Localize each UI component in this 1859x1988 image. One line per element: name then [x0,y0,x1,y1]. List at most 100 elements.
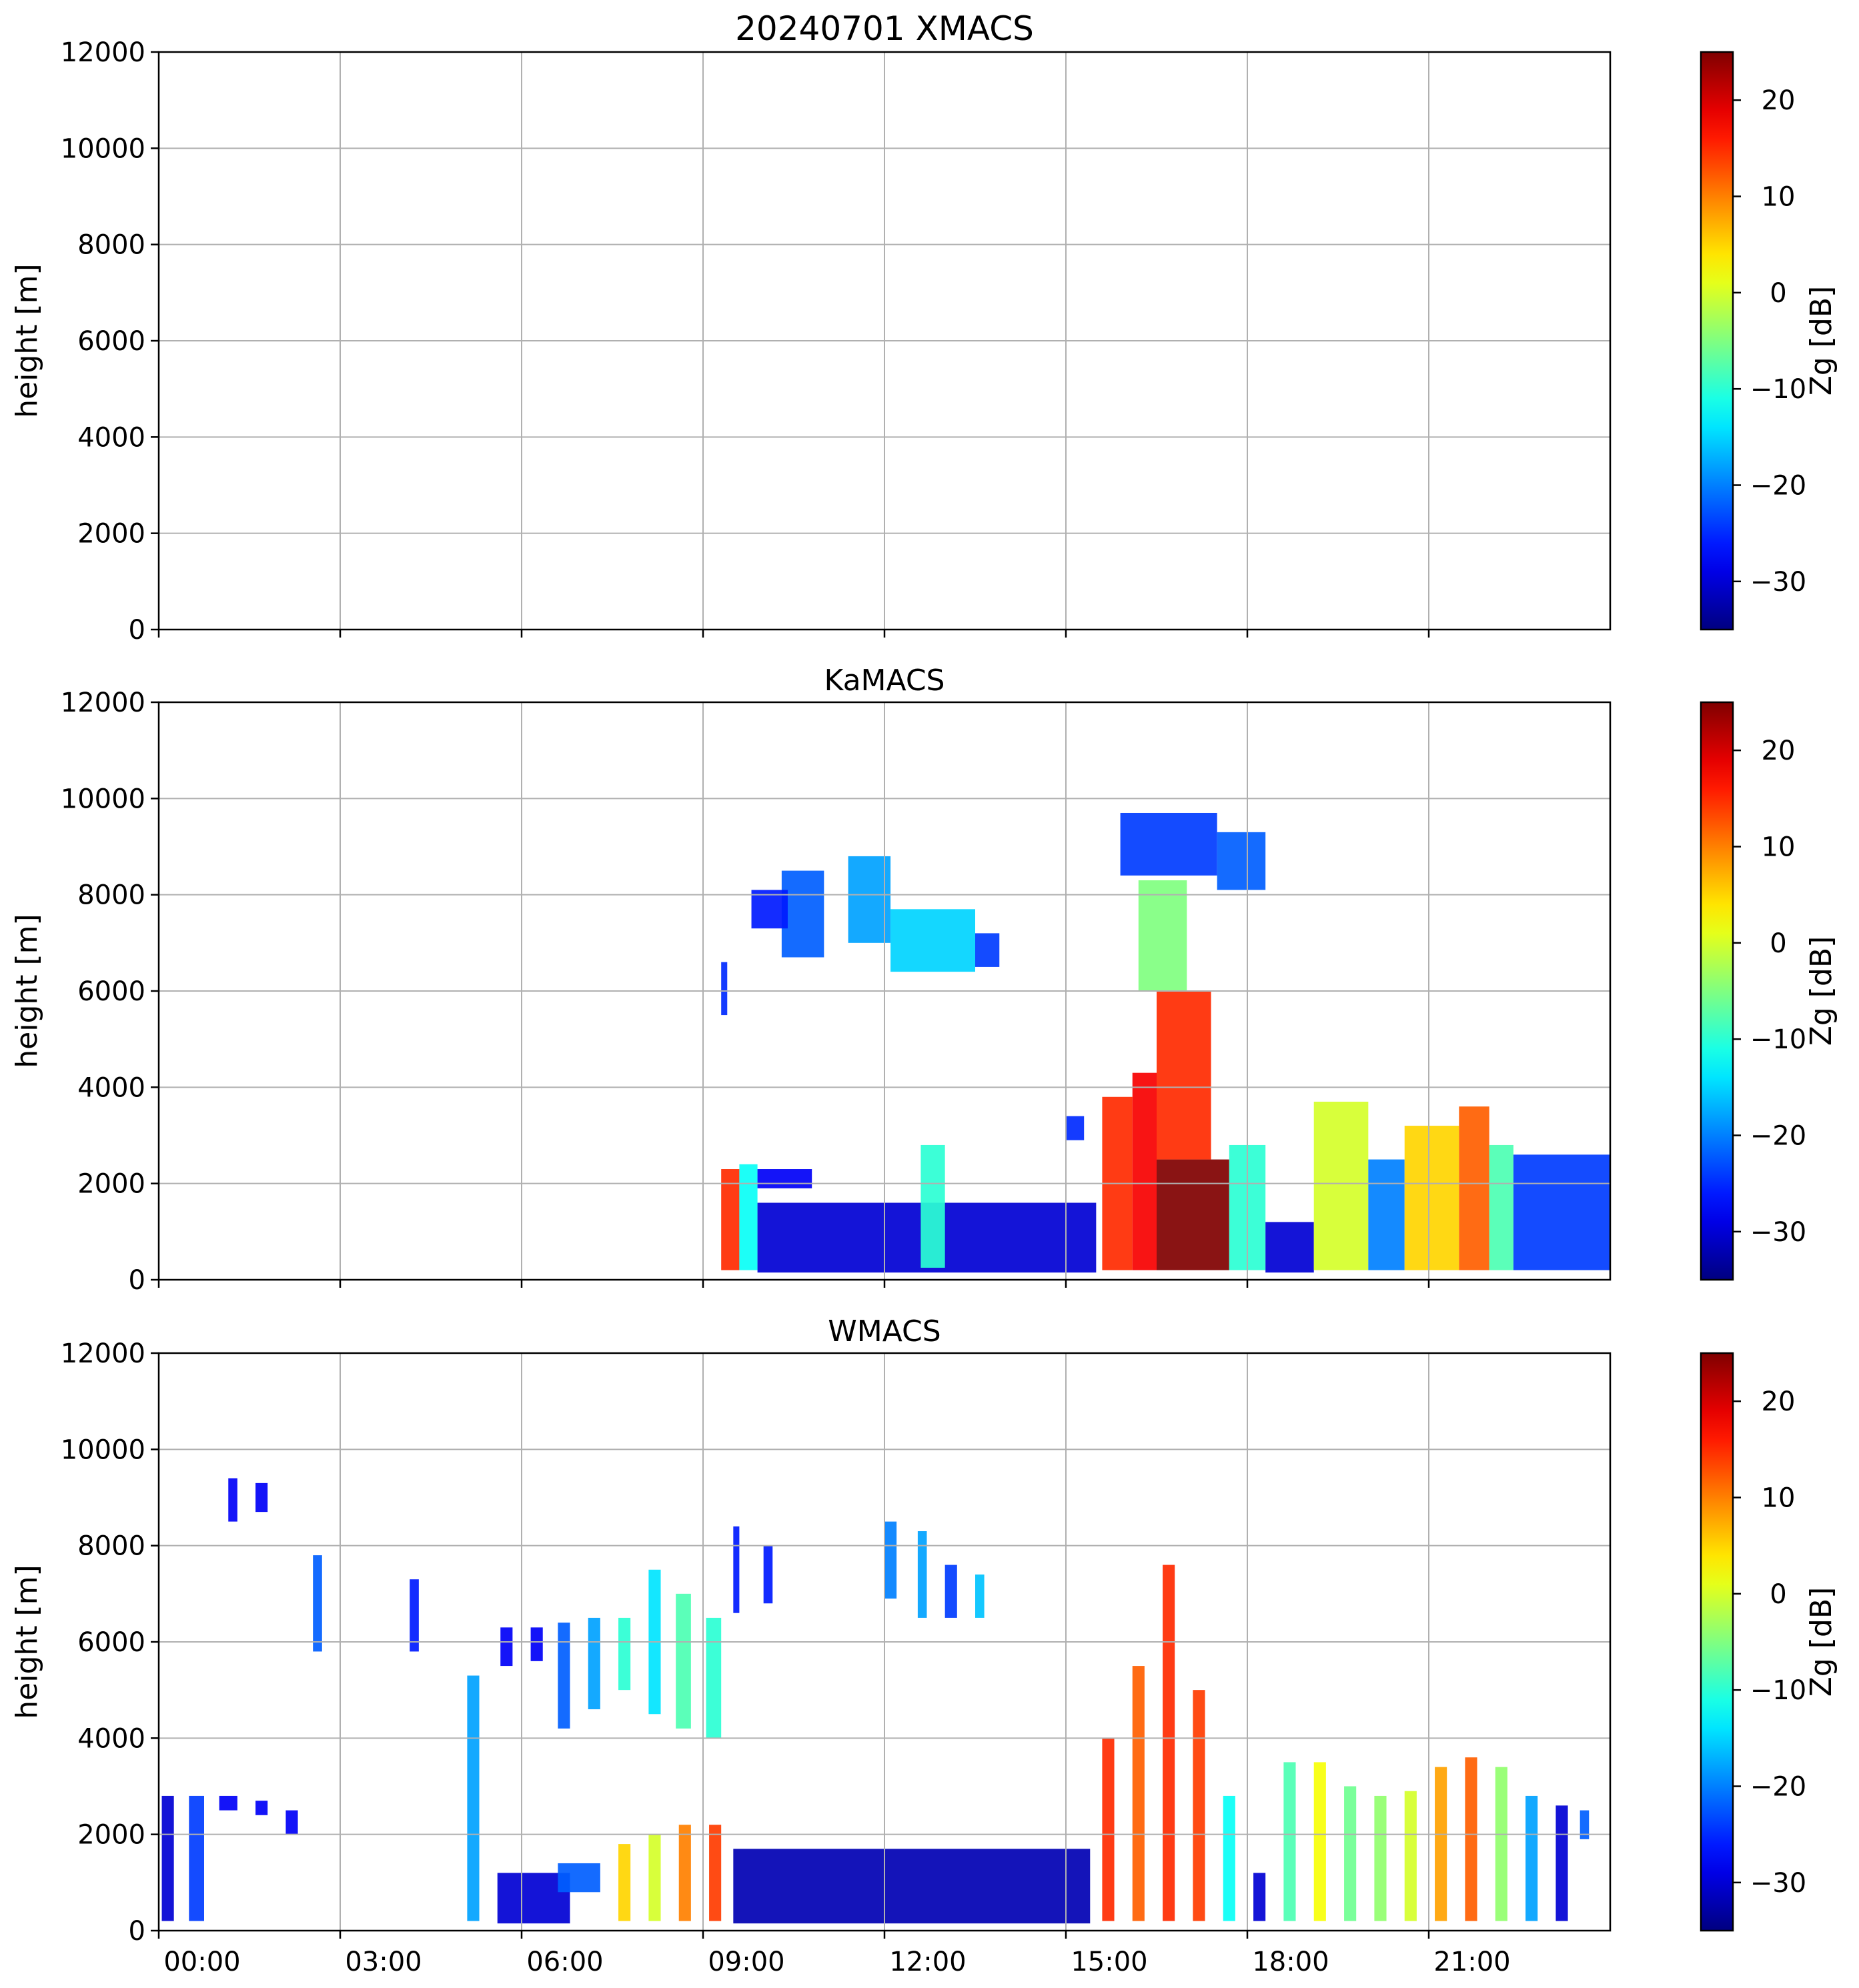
panel-3: 0 2000 4000 6000 8000 10000 12000 00:00 03:00 06:… [10,1314,1838,1977]
heatmap-cell [1138,880,1187,991]
colorbar-tick-label: −10 [1750,1024,1806,1055]
heatmap-cell [1580,1810,1590,1839]
y-tick-label: 2000 [77,1820,145,1851]
heatmap-cell [1217,832,1266,890]
heatmap-cell [1132,1072,1157,1270]
y-tick-label: 4000 [77,422,145,453]
colorbar-tick-label: −30 [1750,567,1806,598]
y-tick-label: 10000 [61,1434,145,1465]
heatmap-cell [1102,1738,1115,1921]
colorbar-tick-label: −20 [1750,471,1806,502]
heatmap-cell [558,1863,600,1893]
y-tick-label: 2000 [77,1169,145,1200]
x-tick-label: 15:00 [1071,1947,1147,1977]
colorbar: −30 −20 −10 0 10 20 Zg [dB] [1700,701,1838,1281]
heatmap-cell [721,962,728,1016]
colorbar-tick-label: 0 [1770,1579,1786,1610]
heatmap-cell [975,933,1000,967]
heatmap-cell [467,1675,480,1921]
heatmap-cell [1223,1795,1235,1921]
colorbar-label: Zg [dB] [1804,1587,1838,1697]
heatmap-cell [1313,1762,1326,1921]
x-tick-label: 06:00 [526,1947,603,1977]
colorbar-gradient [1700,701,1734,1281]
y-tick-label: 4000 [77,1723,145,1754]
colorbar-tick-label: 0 [1770,278,1786,309]
y-tick-label: 8000 [77,880,145,911]
heatmap-cell [313,1555,322,1652]
heatmap-cell [709,1825,722,1921]
y-axis-label: height [m] [10,263,44,417]
heatmap-cell [1157,1159,1229,1270]
heatmap-cell [228,1478,237,1522]
colorbar-tick-label: 20 [1762,85,1796,116]
heatmap-cell [739,1164,758,1270]
panel-title: KaMACS [824,664,945,698]
heatmap-cell [1404,1126,1459,1270]
heatmap-cell [1459,1106,1489,1270]
heatmap-cell [781,870,824,958]
heatmap-cell [1525,1795,1538,1921]
y-tick-label: 4000 [77,1072,145,1103]
colorbar: −30 −20 −10 0 10 20 Zg [dB] [1700,51,1838,631]
heatmap-cell [890,909,975,972]
heatmap-cell [588,1617,600,1710]
colorbar-tick-label: −20 [1750,1121,1806,1152]
heatmap-cell [1489,1144,1513,1270]
colorbar-tick-label: −30 [1750,1868,1806,1899]
x-tick-label: 09:00 [708,1947,784,1977]
heatmap-cell [1435,1767,1447,1921]
heatmap-cell [500,1627,513,1667]
y-tick-label: 0 [129,1916,145,1947]
heatmap-cell [920,1144,945,1268]
heatmap-cell [255,1801,268,1815]
y-tick-label: 6000 [77,326,145,357]
heatmap-cell [1265,1222,1314,1273]
heatmap-cell [648,1834,661,1921]
x-tick-label: 00:00 [163,1947,240,1977]
y-tick-label: 6000 [77,976,145,1007]
heatmap-cell [917,1531,927,1618]
heatmap-cell [410,1579,419,1652]
heatmap-cell [884,1521,897,1599]
heatmap-cell [848,856,891,943]
heatmap-cell [1253,1873,1266,1921]
y-axis-label: height [m] [10,1565,44,1719]
heatmap-cell [618,1617,631,1691]
x-tick-label: 12:00 [889,1947,966,1977]
panel-title: WMACS [828,1314,941,1348]
y-tick-label: 12000 [61,37,145,68]
heatmap-cell [757,1169,812,1188]
heatmap-cell [1193,1690,1205,1921]
heatmap-cell [706,1617,722,1739]
colorbar-tick-label: 10 [1762,182,1796,213]
heatmap-cell [721,1169,740,1270]
heatmap-cell [763,1545,773,1604]
heatmap-cell [189,1795,204,1921]
heatmap-cell [945,1565,957,1618]
heatmap-cell [678,1825,691,1921]
x-tick-label: 18:00 [1252,1947,1329,1977]
heatmap-cell [1513,1154,1610,1270]
heatmap-cell [1157,991,1211,1160]
panel-1: 0 2000 4000 6000 8000 10000 12000 20240701 XMAC… [10,9,1838,646]
y-tick-label: 8000 [77,1531,145,1562]
heatmap-cell [975,1574,985,1618]
colorbar-tick-label: 0 [1770,928,1786,959]
y-tick-label: 6000 [77,1627,145,1658]
y-tick-label: 10000 [61,133,145,164]
heatmap-cell [1066,1116,1085,1140]
colorbar-label: Zg [dB] [1804,936,1838,1046]
heatmap-cell [1313,1101,1369,1270]
heatmap-cell [1404,1791,1417,1921]
heatmap-cell [558,1623,570,1729]
y-axis-label: height [m] [10,914,44,1068]
panel-title: 20240701 XMACS [735,9,1034,48]
heatmap-cell [1495,1767,1507,1921]
colorbar-tick-label: 10 [1762,1483,1796,1514]
colorbar-tick-label: −20 [1750,1772,1806,1803]
heatmap-cell [1374,1795,1387,1921]
colorbar-tick-label: 20 [1762,1386,1796,1417]
y-tick-label: 0 [129,615,145,646]
